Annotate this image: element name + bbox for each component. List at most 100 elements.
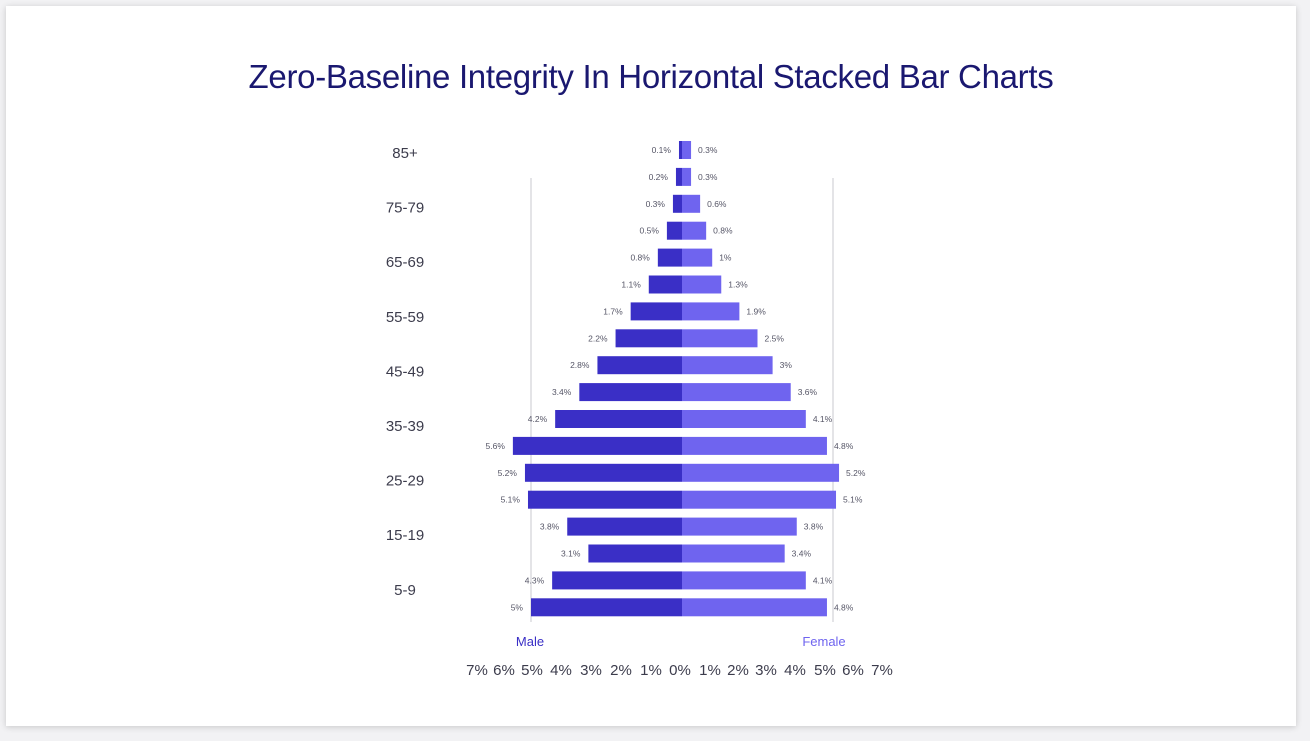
female-data-label: 3% [780, 360, 793, 370]
male-data-label: 0.5% [640, 226, 660, 236]
male-data-label: 5.1% [501, 495, 521, 505]
female-bar [682, 356, 773, 375]
male-bar [531, 598, 682, 617]
age-group-label: 45-49 [386, 363, 424, 380]
x-tick-label-right: 2% [727, 662, 749, 679]
female-bar [682, 544, 785, 563]
male-bar [648, 275, 682, 294]
female-bar [682, 221, 707, 240]
female-bar [682, 517, 797, 536]
female-bar [682, 463, 840, 482]
female-data-label: 4.8% [834, 441, 854, 451]
female-bar [682, 410, 806, 428]
age-group-label: 35-39 [386, 418, 424, 435]
x-tick-label-right: 6% [842, 662, 864, 679]
age-group-label: 65-69 [386, 254, 424, 271]
male-data-label: 2.2% [588, 333, 608, 343]
male-bar [597, 356, 682, 375]
female-data-label: 1.3% [728, 280, 748, 290]
x-tick-label-left: 2% [610, 662, 632, 679]
male-data-label: 0.8% [630, 253, 650, 263]
male-data-label: 0.2% [649, 172, 669, 182]
male-data-label: 0.3% [646, 199, 666, 209]
x-tick-label-left: 3% [580, 662, 602, 679]
male-bar [512, 436, 682, 455]
x-tick-label-right: 7% [871, 662, 893, 679]
age-group-label: 25-29 [386, 473, 424, 490]
female-data-label: 4.1% [813, 575, 833, 585]
x-tick-label-right: 4% [784, 662, 806, 679]
female-data-label: 2.5% [765, 333, 785, 343]
male-bar [678, 141, 682, 159]
x-tick-label-right: 3% [755, 662, 777, 679]
male-data-label: 5.2% [498, 468, 518, 478]
male-data-label: 2.8% [570, 360, 590, 370]
male-data-label: 1.7% [603, 306, 623, 316]
male-bar [615, 329, 682, 348]
female-bar [682, 275, 722, 294]
female-bar [682, 436, 827, 455]
male-bar [579, 383, 682, 402]
female-bar [682, 329, 758, 348]
male-data-label: 3.1% [561, 549, 581, 559]
male-data-label: 1.1% [621, 280, 641, 290]
male-bar [552, 571, 682, 590]
x-tick-label-left: 7% [466, 662, 488, 679]
female-bar [682, 383, 791, 402]
x-tick-label-left: 6% [493, 662, 515, 679]
female-bar [682, 194, 701, 213]
female-data-label: 1% [719, 253, 732, 263]
x-tick-label-left: 5% [521, 662, 543, 679]
male-data-label: 4.2% [528, 414, 548, 424]
female-data-label: 5.2% [846, 468, 866, 478]
female-bar [682, 167, 692, 186]
male-data-label: 4.3% [525, 575, 545, 585]
male-bar [527, 490, 682, 509]
male-bar [567, 517, 682, 536]
male-bar [666, 221, 682, 240]
female-bar [682, 490, 837, 509]
female-data-label: 3.4% [792, 549, 812, 559]
x-tick-label-left: 1% [640, 662, 662, 679]
male-data-label: 0.1% [652, 145, 672, 155]
female-data-label: 4.8% [834, 602, 854, 612]
female-bar [682, 598, 827, 617]
x-tick-label-left: 4% [550, 662, 572, 679]
female-bar [682, 248, 713, 267]
female-bar [682, 141, 692, 159]
female-data-label: 0.3% [698, 172, 718, 182]
age-group-label: 5-9 [394, 582, 416, 599]
male-bar [657, 248, 682, 267]
age-group-label: 85+ [392, 145, 418, 162]
male-bar [555, 410, 682, 428]
female-data-label: 3.8% [804, 522, 824, 532]
female-data-label: 0.8% [713, 226, 733, 236]
female-data-label: 0.6% [707, 199, 727, 209]
female-bar [682, 302, 740, 321]
x-tick-label-left: 0% [669, 662, 691, 679]
legend-male: Male [516, 634, 544, 649]
male-bar [672, 194, 682, 213]
male-bar [524, 463, 682, 482]
male-bar [588, 544, 682, 563]
age-group-label: 15-19 [386, 527, 424, 544]
female-data-label: 5.1% [843, 495, 863, 505]
male-bar [675, 167, 682, 186]
x-tick-label-right: 1% [699, 662, 721, 679]
female-data-label: 1.9% [746, 306, 766, 316]
male-data-label: 5.6% [486, 441, 506, 451]
age-group-label: 75-79 [386, 200, 424, 217]
male-data-label: 5% [511, 602, 524, 612]
male-data-label: 3.4% [552, 387, 572, 397]
chart-title: Zero-Baseline Integrity In Horizontal St… [248, 58, 1054, 95]
female-data-label: 0.3% [698, 145, 718, 155]
female-bar [682, 571, 806, 590]
legend-female: Female [802, 634, 845, 649]
female-data-label: 3.6% [798, 387, 818, 397]
male-data-label: 3.8% [540, 522, 560, 532]
female-data-label: 4.1% [813, 414, 833, 424]
x-tick-label-right: 5% [814, 662, 836, 679]
age-group-label: 55-59 [386, 309, 424, 326]
male-bar [630, 302, 682, 321]
